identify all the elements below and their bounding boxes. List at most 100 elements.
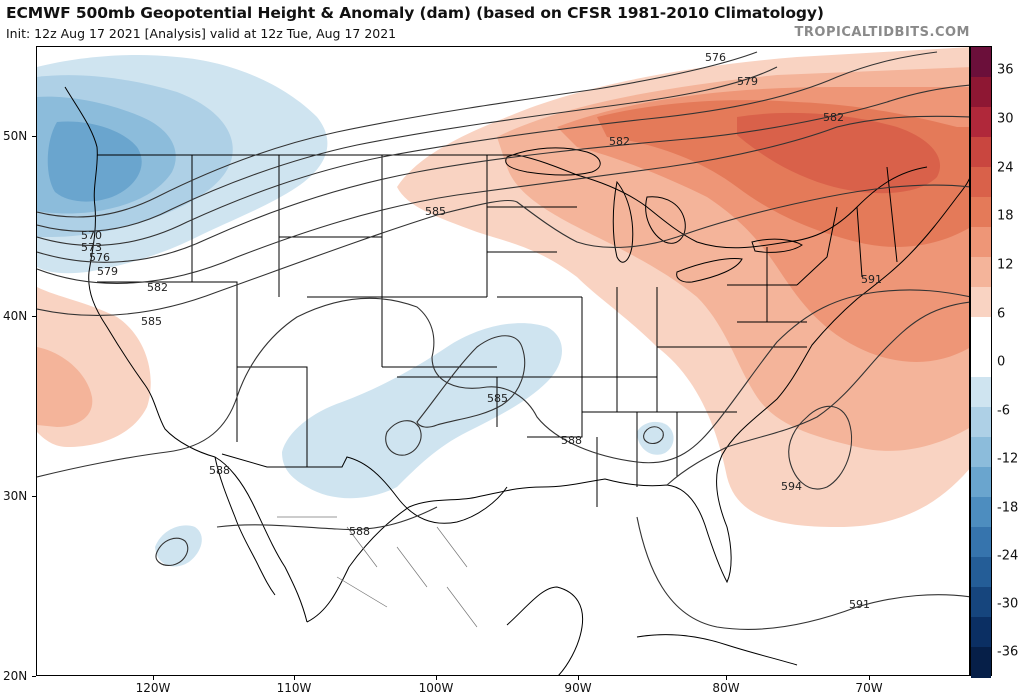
longitude-label: 90W bbox=[564, 681, 592, 695]
contour-label: 576 bbox=[705, 51, 726, 64]
lake-superior bbox=[505, 147, 601, 176]
contour-baja-low bbox=[155, 537, 189, 566]
contour-588-low-se bbox=[643, 426, 664, 444]
baja-coastline bbox=[214, 456, 276, 596]
colorbar-cell bbox=[971, 107, 991, 138]
contour-label: 591 bbox=[849, 598, 870, 611]
colorbar-tick-label: -36 bbox=[997, 644, 1019, 660]
yucatan-coastline bbox=[506, 586, 584, 675]
colorbar-cell bbox=[971, 617, 991, 648]
colorbar-cell bbox=[971, 647, 991, 678]
height-contours bbox=[37, 51, 969, 630]
contour-label: 576 bbox=[89, 251, 110, 264]
geography bbox=[64, 86, 969, 675]
colorbar-tick-label: -24 bbox=[997, 548, 1019, 564]
colorbar-tick-label: 36 bbox=[997, 62, 1014, 78]
anomaly-shading bbox=[37, 47, 969, 567]
colorbar-cell bbox=[971, 377, 991, 408]
colorbar-cell bbox=[971, 197, 991, 228]
lake-huron bbox=[645, 196, 686, 244]
contour-label: 579 bbox=[737, 75, 758, 88]
contour-label: 585 bbox=[425, 205, 446, 218]
state-lines-central bbox=[486, 155, 807, 507]
colorbar-cell bbox=[971, 527, 991, 558]
lake-ontario bbox=[751, 238, 803, 253]
colorbar-tick-label: 18 bbox=[997, 208, 1014, 224]
contour-579 bbox=[37, 84, 969, 263]
contour-588 bbox=[37, 289, 969, 478]
colorbar-tick-label: 12 bbox=[997, 257, 1014, 273]
contour-585-plains bbox=[416, 335, 526, 428]
longitude-label: 70W bbox=[855, 681, 883, 695]
colorbar-cell bbox=[971, 227, 991, 258]
latitude-tick bbox=[32, 676, 36, 677]
colorbar-cell bbox=[971, 497, 991, 528]
longitude-tick bbox=[436, 676, 437, 680]
colorbar-cell bbox=[971, 77, 991, 108]
colorbar-tick-label: 30 bbox=[997, 111, 1014, 127]
longitude-tick bbox=[294, 676, 295, 680]
mexico-state-lines bbox=[277, 516, 478, 628]
colorbar-cell bbox=[971, 467, 991, 498]
latitude-label: 20N bbox=[3, 669, 28, 683]
latitude-label: 40N bbox=[3, 309, 28, 323]
contour-label: 585 bbox=[141, 315, 162, 328]
cuba-coastline bbox=[636, 634, 798, 666]
longitude-label: 100W bbox=[418, 681, 454, 695]
colorbar-cell bbox=[971, 287, 991, 318]
map-panel: 570 573 576 579 582 585 576 579 582 582 585 585 588 5… bbox=[36, 46, 970, 676]
lake-michigan bbox=[612, 180, 634, 263]
longitude-label: 80W bbox=[712, 681, 740, 695]
canada-us-border bbox=[97, 154, 928, 249]
contour-576 bbox=[37, 51, 938, 246]
colorbar-cell bbox=[971, 257, 991, 288]
contour-label: 582 bbox=[147, 281, 168, 294]
colorbar-tick-label: 24 bbox=[997, 160, 1014, 176]
contour-label: 582 bbox=[609, 135, 630, 148]
contour-label: 579 bbox=[97, 265, 118, 278]
contour-585 bbox=[37, 184, 969, 317]
colorbar-tick-label: -18 bbox=[997, 500, 1019, 516]
colorbar-cell bbox=[971, 557, 991, 588]
colorbar-cell bbox=[971, 407, 991, 438]
negative-anomaly-nw-core bbox=[47, 121, 142, 202]
contour-573 bbox=[37, 66, 778, 232]
longitude-tick bbox=[726, 676, 727, 680]
longitude-tick bbox=[869, 676, 870, 680]
colorbar-tick-label: -12 bbox=[997, 451, 1019, 467]
chart-subtitle: Init: 12z Aug 17 2021 [Analysis] valid a… bbox=[6, 26, 397, 41]
colorbar-cell bbox=[971, 587, 991, 618]
latitude-tick bbox=[32, 316, 36, 317]
contour-label: 573 bbox=[81, 241, 102, 254]
colorbar-cell bbox=[971, 437, 991, 468]
colorbar-tick-label: -30 bbox=[997, 596, 1019, 612]
latitude-label: 50N bbox=[3, 129, 28, 143]
colorbar-cell bbox=[971, 167, 991, 198]
colorbar-cell bbox=[971, 47, 991, 78]
contour-591 bbox=[666, 301, 969, 486]
latitude-tick bbox=[32, 136, 36, 137]
negative-anomaly-plains bbox=[282, 323, 562, 499]
us-mexico-border bbox=[221, 453, 508, 524]
lake-erie bbox=[676, 258, 743, 283]
contour-588-mexico bbox=[216, 506, 438, 531]
contour-labels: 5705735765795825855765795825825855855885… bbox=[81, 51, 882, 611]
contour-570 bbox=[37, 51, 758, 218]
colorbar bbox=[970, 46, 992, 678]
latitude-label: 30N bbox=[3, 489, 28, 503]
political-borders bbox=[97, 154, 928, 628]
latitude-tick bbox=[32, 496, 36, 497]
positive-anomaly-west-inner bbox=[37, 347, 93, 427]
gulf-coastline bbox=[306, 178, 969, 623]
contour-label: 585 bbox=[487, 392, 508, 405]
state-lines-west bbox=[97, 155, 498, 467]
longitude-tick bbox=[578, 676, 579, 680]
contour-label: 588 bbox=[561, 434, 582, 447]
contour-label: 570 bbox=[81, 229, 102, 242]
contour-label: 591 bbox=[861, 273, 882, 286]
longitude-label: 110W bbox=[276, 681, 312, 695]
state-lines-east bbox=[727, 166, 898, 323]
chart-title: ECMWF 500mb Geopotential Height & Anomal… bbox=[6, 4, 824, 22]
pacific-coastline bbox=[64, 86, 308, 623]
colorbar-cell bbox=[971, 347, 991, 378]
